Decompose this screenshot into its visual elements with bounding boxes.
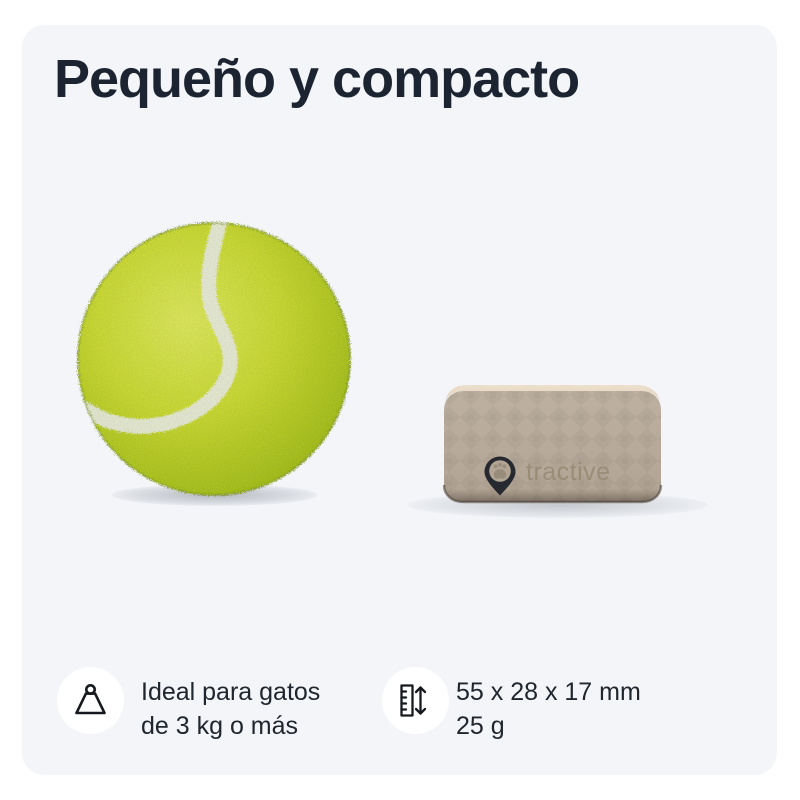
- svg-text:tractive: tractive: [526, 458, 611, 486]
